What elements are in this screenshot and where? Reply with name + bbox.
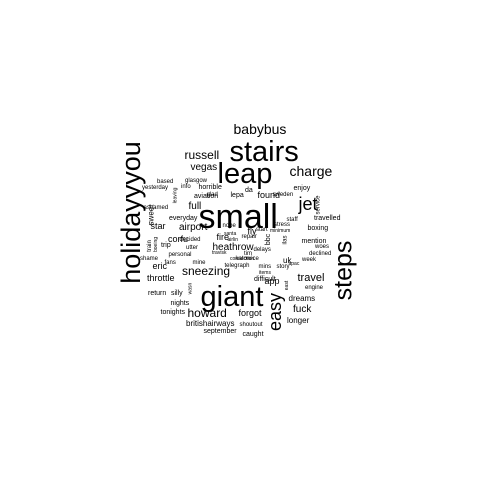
word-heathrow: heathrow <box>212 242 254 253</box>
word-glasgow: glasgow <box>185 178 208 184</box>
word-santa: santa <box>224 230 237 237</box>
word-september: september <box>203 327 237 335</box>
word-tonights: tonights <box>160 308 186 316</box>
word-airport: airport <box>179 222 208 233</box>
word-dreams: dreams <box>288 294 316 303</box>
word-leaving: leaving <box>172 187 179 203</box>
word-mine: mine <box>192 260 206 266</box>
word-nights: nights <box>170 299 190 307</box>
word-caught: caught <box>242 330 264 338</box>
word-travel: travel <box>297 271 325 284</box>
word-silly: silly <box>171 289 183 297</box>
word-fire: fire <box>216 231 230 242</box>
word-staff: staff <box>286 217 298 223</box>
word-minimum: minimum <box>270 227 291 234</box>
word-bbc: bbc <box>264 233 272 245</box>
word-sneezing: sneezing <box>182 264 231 278</box>
word-fly: fly <box>247 225 257 236</box>
word-wasn: wasn <box>187 282 194 294</box>
word-apac: apac <box>288 260 300 267</box>
word-leap: leap <box>217 157 273 190</box>
word-da: da <box>245 186 253 194</box>
word-connection: connection <box>230 255 255 262</box>
word-airlin: airlin <box>227 236 239 243</box>
word-decided: decided <box>179 237 201 243</box>
word-throttle: throttle <box>147 272 175 283</box>
word-declined: declined <box>309 251 332 257</box>
word-small: small <box>198 198 278 236</box>
word-telegraph: telegraph <box>224 263 250 269</box>
word-howard: howard <box>187 306 227 320</box>
word-jet: jet <box>298 194 318 214</box>
word-utter: utter <box>186 245 199 251</box>
word-lepa: lepa <box>230 191 244 199</box>
word-full: full <box>188 201 202 212</box>
word-repair: repair <box>241 234 257 240</box>
word-service: service <box>315 195 322 215</box>
word-travisk: travisk <box>212 249 227 256</box>
word-russell: russell <box>184 148 220 162</box>
word-week: week <box>302 257 317 263</box>
word-delays: delays <box>253 247 271 253</box>
word-vegas: vegas <box>190 162 218 173</box>
word-steps: steps <box>329 240 358 300</box>
word-engine: engine <box>305 285 324 291</box>
word-boeing: boeing <box>152 236 159 252</box>
word-enjoy: enjoy <box>293 184 311 192</box>
word-britishairways: britishairways <box>186 319 235 328</box>
word-glad: glad <box>206 192 218 198</box>
word-boxing: boxing <box>307 224 329 232</box>
word-trip: trip <box>161 241 171 249</box>
word-difficult: difficult <box>254 275 276 283</box>
word-personal: personal <box>168 252 192 258</box>
word-travelled: travelled <box>314 214 341 222</box>
word-shame: shame <box>140 256 159 262</box>
word-forgot: forgot <box>238 307 262 318</box>
word-everyday: everyday <box>169 214 198 222</box>
word-woes: woes <box>315 244 330 250</box>
word-horrible: horrible <box>198 183 222 191</box>
word-mins: mins <box>258 264 272 270</box>
word-start: start <box>256 227 268 233</box>
word-charge: charge <box>289 163 333 179</box>
word-aviation: aviation <box>194 192 219 200</box>
word-corfu: corfu <box>168 233 189 244</box>
word-ilas: ilas <box>282 235 289 245</box>
word-east: east <box>283 280 290 290</box>
word-yesterday: yesterday <box>142 185 169 191</box>
word-return: return <box>148 289 167 297</box>
word-tim: tim <box>244 251 252 257</box>
word-fans: fans <box>164 260 176 266</box>
word-stairs: stairs <box>229 135 299 168</box>
word-star: star <box>150 220 166 231</box>
word-nope: nope <box>222 223 236 229</box>
word-babybus: babybus <box>233 121 287 137</box>
word-based: based <box>157 179 174 185</box>
word-app: app <box>264 275 280 286</box>
word-uk: uk <box>283 256 292 265</box>
word-found: found <box>257 189 281 200</box>
word-story: story <box>276 264 290 270</box>
word-longer: longer <box>287 316 310 325</box>
word-easy: easy <box>265 292 286 332</box>
word-fuck: fuck <box>293 304 312 315</box>
word-sweden: sweden <box>272 192 294 198</box>
word-items: items <box>259 269 271 276</box>
word-eric: eric <box>152 260 168 271</box>
word-stress: stress <box>274 222 291 228</box>
word-info: info <box>181 184 191 190</box>
word-giant: giant <box>200 280 264 313</box>
word-shoutout: shoutout <box>239 322 263 328</box>
word-ashamed: ashamed <box>143 205 169 211</box>
word-katowice: katowice <box>235 256 259 262</box>
word-train: train <box>146 240 153 252</box>
word-mention: mention <box>301 237 327 245</box>
